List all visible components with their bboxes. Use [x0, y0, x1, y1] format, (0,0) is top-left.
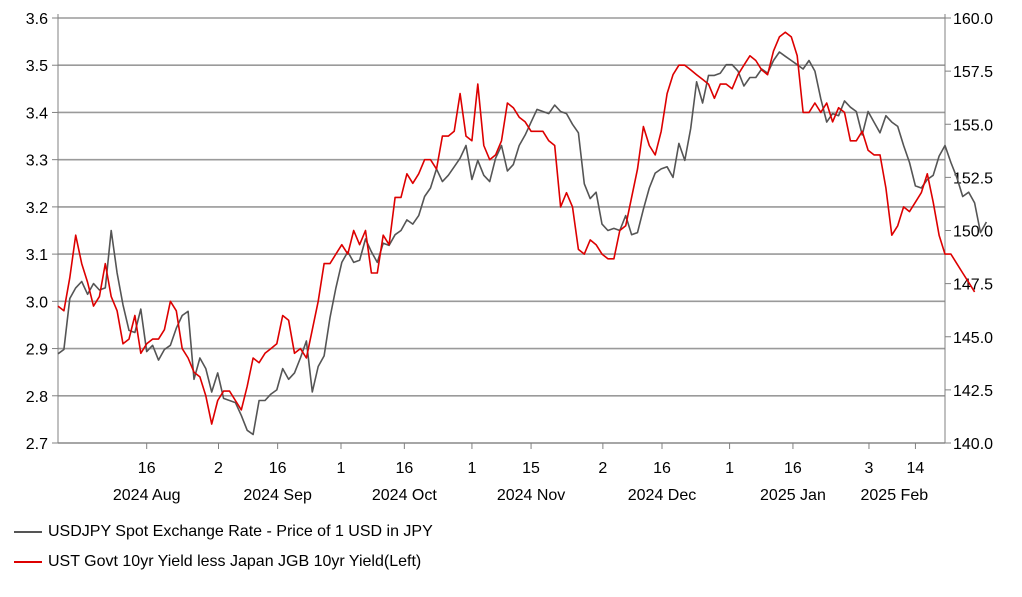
- x-tick-label: 16: [784, 460, 802, 477]
- right-axis-ticks: 140.0 142.5 145.0 147.5 150.0 152.5 155.0 157.5…: [953, 11, 993, 453]
- left-tick-label: 3.0: [26, 294, 48, 311]
- right-tick-label: 152.5: [953, 170, 993, 187]
- series-line-usdjpy: [57, 51, 988, 436]
- right-tick-label: 157.5: [953, 64, 993, 81]
- x-month-label: 2025 Feb: [861, 487, 929, 504]
- left-tick-label: 3.4: [26, 105, 48, 122]
- x-tick-label: 15: [522, 460, 540, 477]
- left-tick-label: 2.8: [26, 389, 48, 406]
- x-tick-label: 1: [467, 460, 476, 477]
- left-tick-label: 2.7: [26, 436, 48, 453]
- x-month-label: 2024 Nov: [497, 487, 566, 504]
- x-tick-label: 16: [269, 460, 287, 477]
- right-tick-label: 145.0: [953, 330, 993, 347]
- right-tick-label: 160.0: [953, 11, 993, 28]
- x-month-label: 2024 Oct: [372, 487, 437, 504]
- x-tick-label: 14: [907, 460, 925, 477]
- x-tick-label: 2: [214, 460, 223, 477]
- gridlines: [58, 17, 945, 444]
- left-tick-label: 3.1: [26, 247, 48, 264]
- series-lines: [57, 31, 988, 436]
- legend-item-usdjpy: USDJPY Spot Exchange Rate - Price of 1 U…: [14, 523, 433, 541]
- right-tick-label: 140.0: [953, 436, 993, 453]
- right-tick-label: 147.5: [953, 277, 993, 294]
- x-tick-label: 3: [865, 460, 874, 477]
- right-tick-label: 150.0: [953, 224, 993, 241]
- left-axis-ticks: 2.7 2.8 2.9 3.0 3.1 3.2 3.3 3.4 3.5 3.6: [26, 11, 48, 453]
- x-month-label: 2025 Jan: [760, 487, 826, 504]
- left-tick-label: 3.6: [26, 11, 48, 28]
- x-tick-label: 16: [653, 460, 671, 477]
- right-tick-label: 142.5: [953, 383, 993, 400]
- series-line-yield-spread: [57, 31, 976, 425]
- x-tick-label: 16: [395, 460, 413, 477]
- left-tick-label: 3.2: [26, 200, 48, 217]
- x-tick-label: 2: [598, 460, 607, 477]
- x-month-label: 2024 Dec: [628, 487, 697, 504]
- legend-label-usdjpy: USDJPY Spot Exchange Rate - Price of 1 U…: [48, 523, 433, 540]
- x-tick-label: 1: [337, 460, 346, 477]
- legend-item-yield-spread: UST Govt 10yr Yield less Japan JGB 10yr …: [14, 553, 421, 571]
- legend-swatch-usdjpy: [14, 531, 42, 533]
- legend-label-yield-spread: UST Govt 10yr Yield less Japan JGB 10yr …: [48, 553, 422, 570]
- right-tick-label: 155.0: [953, 117, 993, 134]
- x-month-label: 2024 Aug: [113, 487, 181, 504]
- left-tick-label: 3.5: [26, 58, 48, 75]
- axes: [52, 14, 951, 449]
- x-month-label: 2024 Sep: [243, 487, 312, 504]
- x-tick-label: 16: [138, 460, 156, 477]
- x-axis-ticks: 16 2 16 1 16 1 15 2 16 1 16 3 14 2024 Aug 2024 Sep 2024…: [113, 460, 928, 504]
- legend-swatch-yield-spread: [14, 561, 42, 563]
- left-tick-label: 3.3: [26, 153, 48, 170]
- x-tick-label: 1: [725, 460, 734, 477]
- left-tick-label: 2.9: [26, 342, 48, 359]
